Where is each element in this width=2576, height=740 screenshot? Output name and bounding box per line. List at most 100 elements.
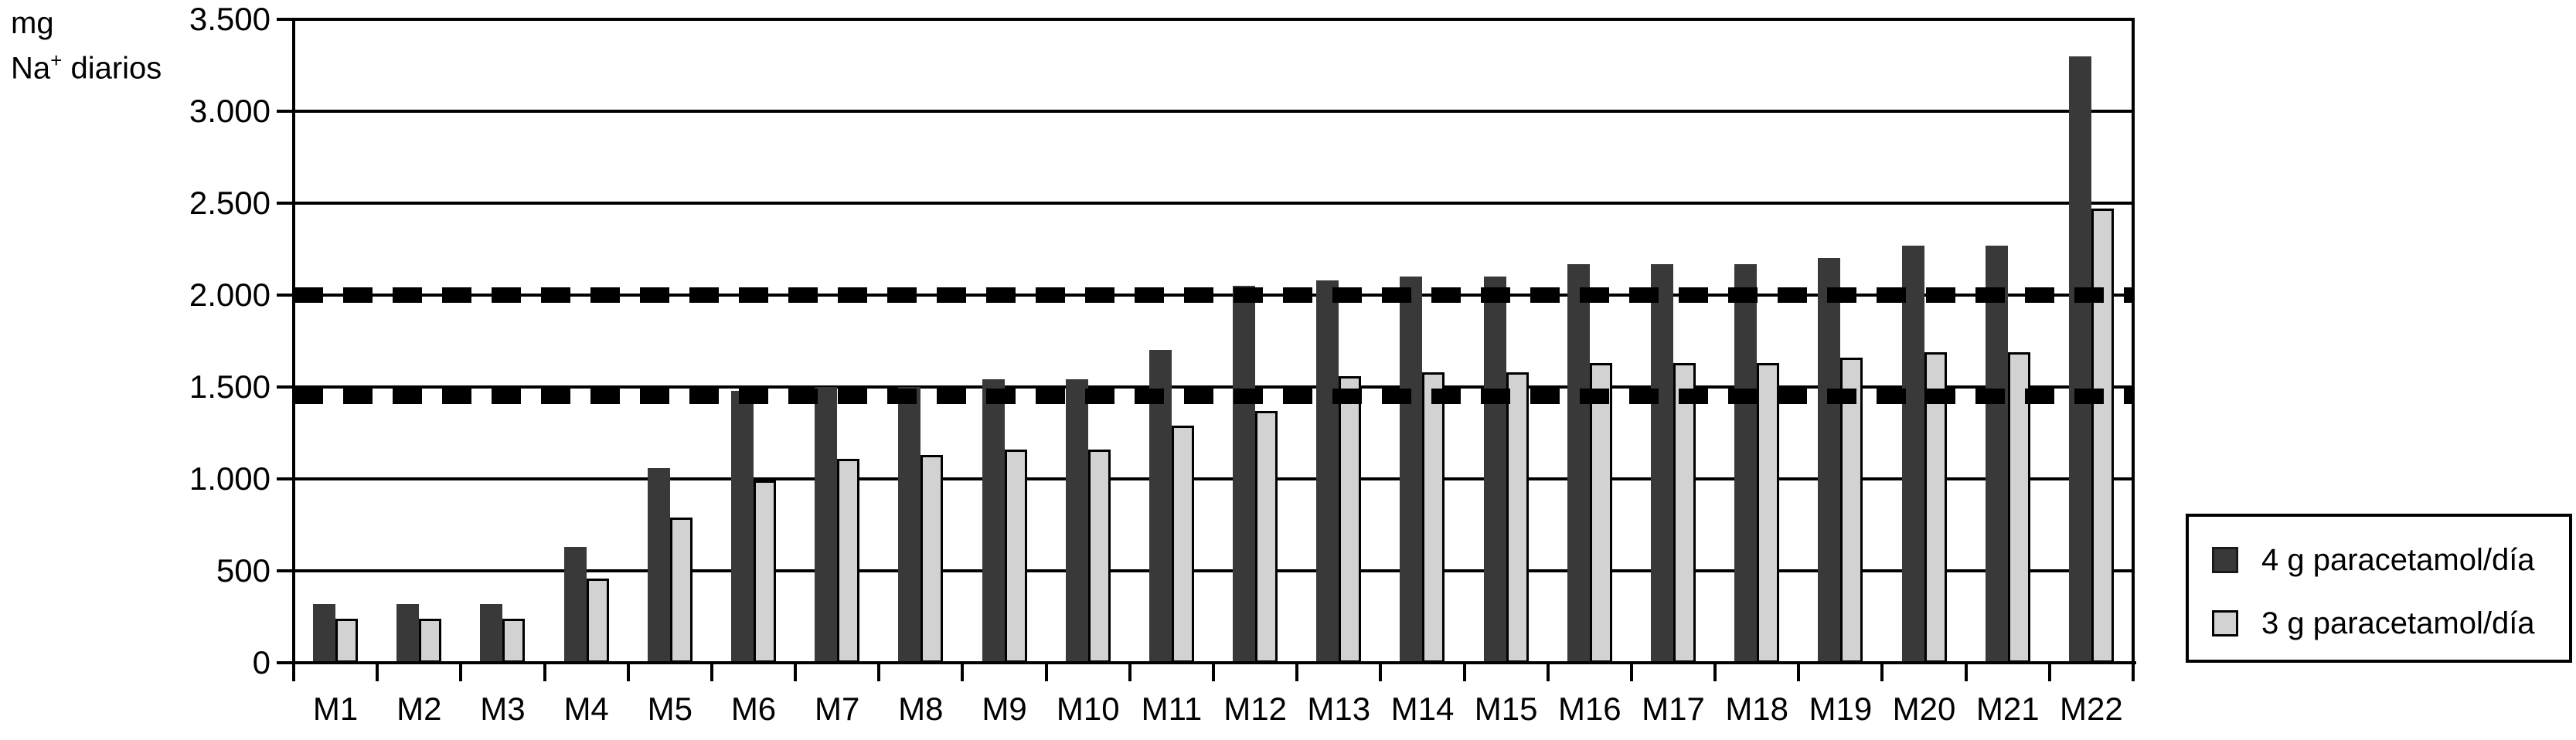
- bar-m16-4g: [1567, 263, 1590, 663]
- x-category-label: M16: [1557, 691, 1621, 727]
- plot-right-border: [2132, 18, 2135, 661]
- x-category-label: M21: [1975, 691, 2040, 727]
- gridline-3000: [294, 110, 2133, 113]
- gridline-3500: [294, 18, 2133, 21]
- x-category-label: M14: [1390, 691, 1455, 727]
- x-axis-tick: [376, 663, 379, 681]
- bar-m22-3g: [2091, 209, 2114, 663]
- x-axis-tick: [1128, 663, 1131, 681]
- y-axis-title-line2: Na+ diarios: [11, 49, 162, 86]
- bar-m5-4g: [647, 467, 670, 663]
- x-axis-tick: [961, 663, 965, 681]
- bar-m18-4g: [1734, 263, 1758, 663]
- y-tick-label: 2.000: [189, 277, 271, 313]
- x-category-label: M9: [982, 691, 1027, 727]
- x-category-label: M8: [898, 691, 944, 727]
- x-axis-tick: [1546, 663, 1550, 681]
- x-category-label: M2: [396, 691, 442, 727]
- x-axis-tick: [1797, 663, 1801, 681]
- x-category-label: M1: [312, 691, 359, 727]
- x-category-label: M19: [1809, 691, 1873, 727]
- x-axis-tick: [626, 663, 630, 681]
- x-axis-tick: [1379, 663, 1383, 681]
- bar-m9-3g: [1004, 449, 1027, 663]
- x-category-label: M5: [647, 691, 692, 727]
- x-axis-tick: [1964, 663, 1968, 681]
- gridline-1000: [294, 477, 2133, 480]
- bar-m3-3g: [502, 618, 526, 663]
- x-category-label: M6: [730, 691, 777, 727]
- x-axis-tick: [1462, 663, 1466, 681]
- legend-swatch-4g: [2212, 547, 2238, 573]
- y-axis-tick: [277, 477, 294, 480]
- x-axis-tick: [2047, 663, 2051, 681]
- x-category-label: M15: [1474, 691, 1538, 727]
- x-axis-tick: [1713, 663, 1717, 681]
- x-axis-tick: [543, 663, 546, 681]
- bar-m3-4g: [480, 603, 503, 663]
- x-category-label: M12: [1223, 691, 1287, 727]
- x-axis-line: [277, 661, 2136, 664]
- x-axis-tick: [459, 663, 463, 681]
- bar-m14-3g: [1422, 372, 1445, 663]
- x-category-label: M17: [1642, 691, 1705, 727]
- bar-m10-4g: [1065, 379, 1088, 663]
- bar-m12-4g: [1233, 286, 1256, 663]
- bar-m15-3g: [1506, 372, 1529, 663]
- y-axis-tick: [277, 18, 294, 21]
- y-axis-tick: [277, 202, 294, 205]
- x-axis-tick: [877, 663, 881, 681]
- bar-m19-3g: [1840, 357, 1863, 663]
- x-axis-tick: [794, 663, 798, 681]
- legend-label-4g: 4 g paracetamol/día: [2261, 542, 2535, 577]
- y-tick-label: 500: [216, 552, 271, 589]
- x-axis-tick: [1044, 663, 1048, 681]
- bar-m19-4g: [1818, 258, 1841, 663]
- bar-m16-3g: [1589, 363, 1612, 663]
- bar-m9-4g: [982, 379, 1005, 663]
- bar-m1-4g: [313, 603, 336, 663]
- y-tick-label: 3.500: [189, 1, 271, 37]
- bar-m13-4g: [1316, 280, 1339, 663]
- y-tick-label: 0: [252, 644, 271, 681]
- bar-m15-4g: [1483, 277, 1506, 663]
- x-category-label: M4: [563, 691, 609, 727]
- y-axis-line: [292, 18, 295, 677]
- bar-m4-3g: [586, 578, 609, 663]
- bar-m5-3g: [669, 517, 692, 663]
- bar-m22-4g: [2068, 56, 2091, 663]
- y-axis-tick: [277, 110, 294, 113]
- bar-m7-4g: [815, 387, 838, 663]
- bar-m18-3g: [1757, 363, 1780, 663]
- x-category-label: M10: [1056, 691, 1120, 727]
- bar-m6-4g: [731, 390, 754, 663]
- gridline-1500: [294, 385, 2133, 389]
- legend-swatch-3g: [2212, 610, 2238, 636]
- y-axis-tick: [277, 569, 294, 572]
- x-category-label: M18: [1725, 691, 1789, 727]
- bar-m11-3g: [1171, 425, 1194, 663]
- bar-m8-3g: [920, 455, 944, 663]
- x-axis-tick: [1880, 663, 1884, 681]
- bar-m8-4g: [898, 387, 921, 663]
- x-category-label: M11: [1141, 691, 1203, 727]
- reference-line-2000: [294, 287, 2133, 303]
- bar-m21-4g: [1985, 245, 2008, 663]
- bar-m4-4g: [563, 547, 587, 663]
- bar-m6-3g: [754, 480, 776, 663]
- x-category-label: M20: [1892, 691, 1956, 727]
- y-tick-label: 3.000: [189, 93, 271, 129]
- x-axis-tick: [292, 663, 295, 681]
- x-axis-tick: [2132, 663, 2135, 681]
- x-category-label: M22: [2060, 691, 2123, 727]
- bar-m2-4g: [396, 603, 420, 663]
- y-tick-label: 1.500: [189, 368, 271, 405]
- bar-m13-3g: [1339, 375, 1362, 663]
- bar-m20-4g: [1901, 245, 1924, 663]
- x-axis-tick: [1212, 663, 1215, 681]
- bar-m14-4g: [1400, 277, 1423, 663]
- bar-m2-3g: [419, 618, 442, 663]
- y-axis-title-line1: mg: [11, 6, 54, 40]
- legend-item-3g: 3 g paracetamol/día: [2212, 606, 2535, 640]
